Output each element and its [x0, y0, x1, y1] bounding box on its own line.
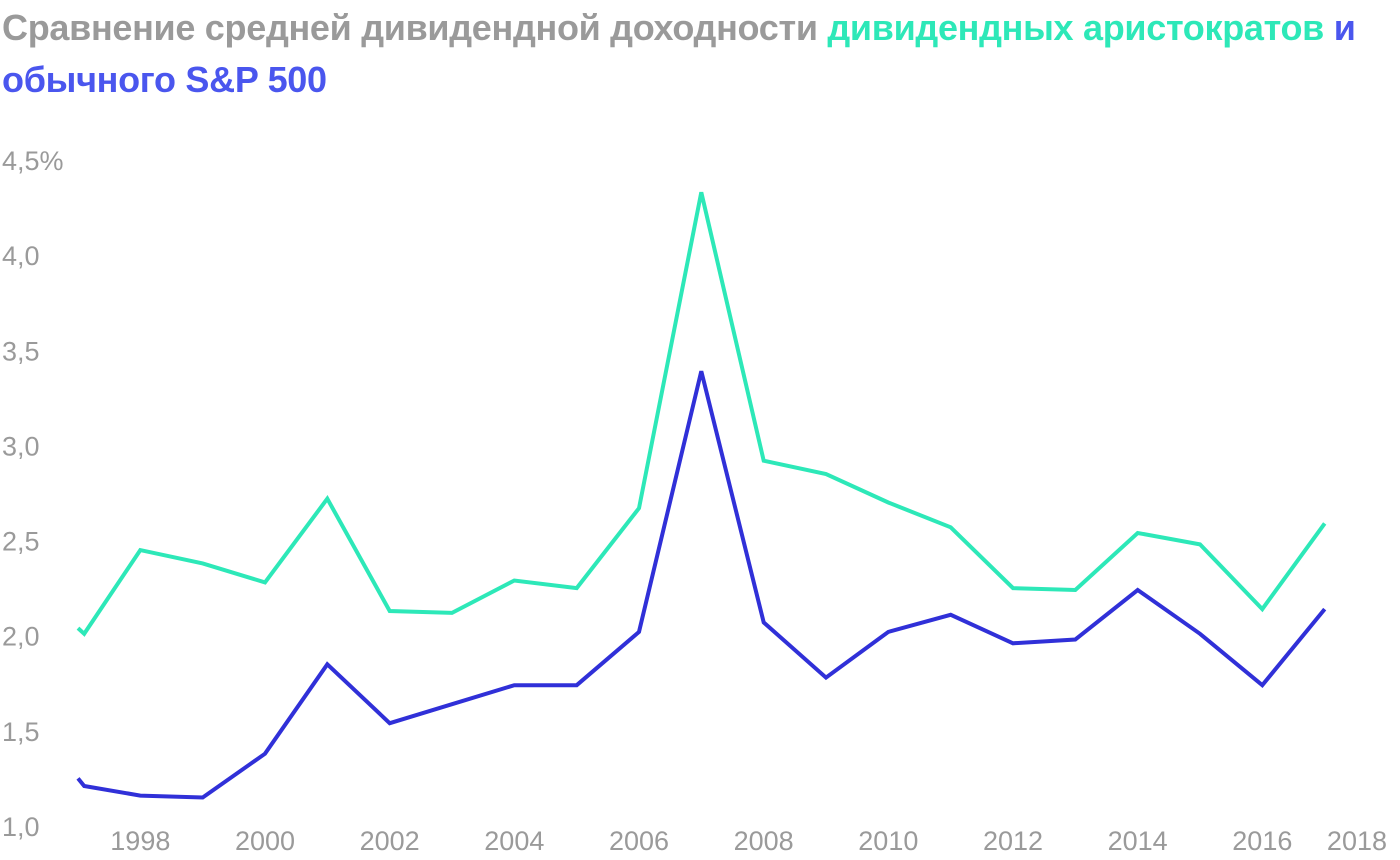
x-tick-label: 2012 [983, 826, 1043, 856]
title-part-aristocrats: дивидендных аристократов [827, 7, 1325, 48]
x-tick-label: 2006 [609, 826, 669, 856]
y-tick-label: 2,0 [2, 622, 40, 652]
y-tick-label: 4,5% [2, 146, 64, 176]
y-tick-label: 4,0 [2, 241, 40, 271]
x-tick-label: 2014 [1108, 826, 1168, 856]
y-axis: 1,0 1,5 2,0 2,5 3,0 3,5 4,0 4,5% [2, 146, 64, 842]
y-tick-label: 2,5 [2, 527, 40, 557]
x-tick-label: 1998 [110, 826, 170, 856]
y-tick-label: 1,0 [2, 812, 40, 842]
series-line-sp500 [76, 370, 1327, 800]
x-tick-label: 2010 [858, 826, 918, 856]
y-tick-label: 1,5 [2, 717, 40, 747]
title-part-comparison: Сравнение средней дивидендной доходности [2, 7, 828, 48]
x-axis: 1998 2000 2002 2004 2006 2008 2010 2012 2014 2016… [110, 826, 1387, 856]
series-layer [76, 191, 1327, 800]
series-line-aristocrats [76, 191, 1327, 637]
y-tick-label: 3,0 [2, 431, 40, 461]
x-tick-label: 2018 [1327, 826, 1387, 856]
x-tick-label: 2016 [1232, 826, 1292, 856]
x-tick-label: 2002 [360, 826, 420, 856]
x-tick-label: 2004 [484, 826, 544, 856]
x-tick-label: 2000 [235, 826, 295, 856]
chart-title: Сравнение средней дивидендной доходности… [2, 2, 1382, 106]
x-tick-label: 2008 [734, 826, 794, 856]
title-part-sp500: и обычного S&P 500 [2, 7, 1356, 100]
y-tick-label: 3,5 [2, 336, 40, 366]
